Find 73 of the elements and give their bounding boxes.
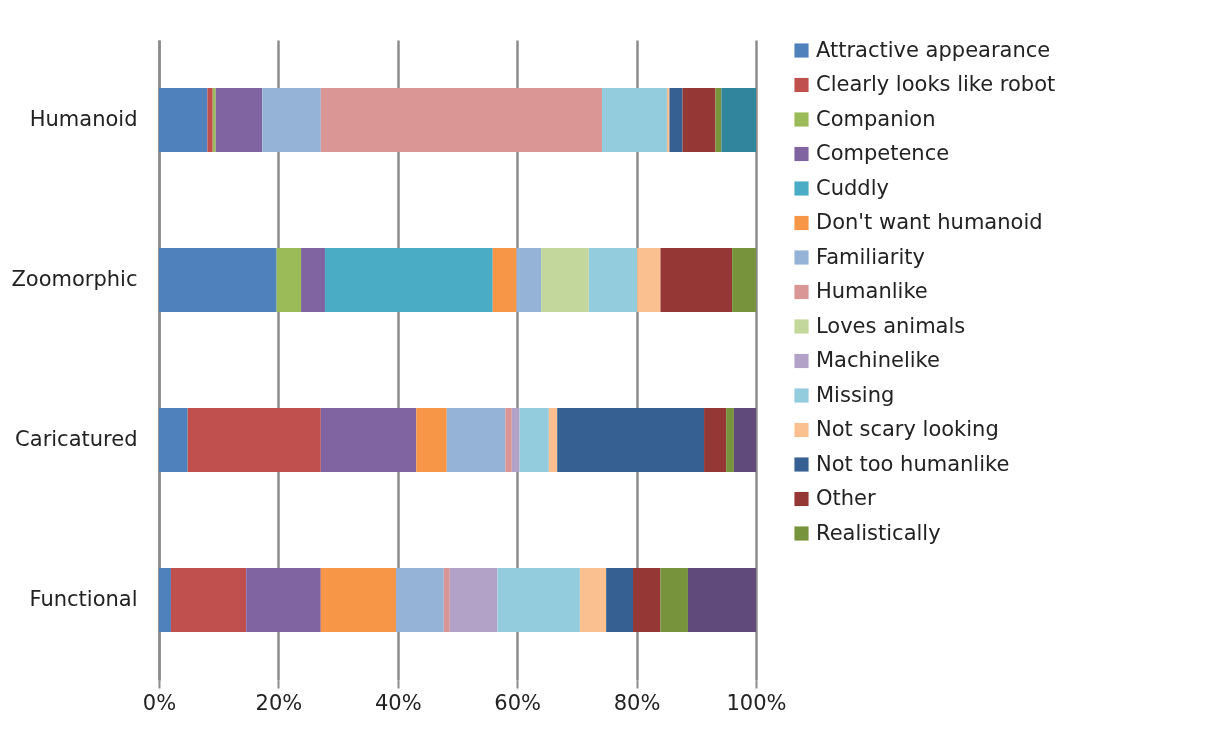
legend-label: Competence [816,141,950,165]
bar [443,568,450,632]
bar [246,568,321,632]
bar [215,88,263,152]
legend-label: Cuddly [816,175,889,200]
bar [505,408,512,472]
bar [541,248,589,312]
bar [170,568,247,632]
bar [519,408,549,472]
legend-label: Other [816,486,876,510]
bar [682,88,716,152]
legend-label: Attractive appearance [816,37,1051,62]
bar [416,408,447,472]
bar [187,408,321,472]
bar [212,88,216,152]
x-tick-label: 0% [142,690,177,715]
bar [637,248,661,312]
bar [516,248,542,312]
x-tick-label: 80% [613,690,661,715]
x-tick-label: 60% [494,690,542,715]
bar [159,88,208,152]
bar [511,408,520,472]
legend-label: Loves animals [816,313,966,338]
legend-label: Machinelike [816,348,940,372]
bar [320,88,602,152]
bar [669,88,683,152]
bar [396,568,444,632]
bar [320,568,397,632]
legend-label: Clearly looks like robot [816,72,1056,96]
bar [262,88,321,152]
bar [276,248,302,312]
legend-label: Companion [816,106,936,131]
bar [606,568,634,632]
x-tick-label: 100% [726,690,787,715]
bar [492,248,517,312]
bar [733,408,756,472]
bar [588,248,638,312]
legend-label: Familiarity [816,244,925,269]
y-tick-label: Humanoid [29,107,138,131]
legend-label: Humanlike [816,279,928,303]
bar [159,408,188,472]
legend-label: Not too humanlike [816,451,1010,476]
x-tick-label: 20% [255,690,303,715]
bar [557,408,705,472]
bar [687,568,756,632]
y-tick-label: Zoomorphic [11,267,138,291]
legend-label: Don't want humanoid [816,210,1043,234]
legend-label: Realistically [816,520,941,545]
y-tick-label: Functional [29,587,138,611]
bar [721,88,756,152]
bar [732,248,756,312]
bar [159,248,277,312]
bar [207,88,213,152]
bar [579,568,607,632]
x-tick-label: 40% [374,690,422,715]
bar [324,248,493,312]
bar [726,408,734,472]
bar [497,568,580,632]
bar [301,248,325,312]
y-tick-label: Caricatured [15,427,138,451]
bar [320,408,417,472]
bar [660,568,688,632]
legend-label: Not scary looking [816,417,999,441]
bar [660,248,733,312]
legend-label: Missing [816,382,895,407]
bar [633,568,661,632]
bar [548,408,558,472]
bar [449,568,498,632]
bar [601,88,668,152]
bar [715,88,722,152]
bar [446,408,506,472]
bar [704,408,727,472]
bar [159,568,171,632]
